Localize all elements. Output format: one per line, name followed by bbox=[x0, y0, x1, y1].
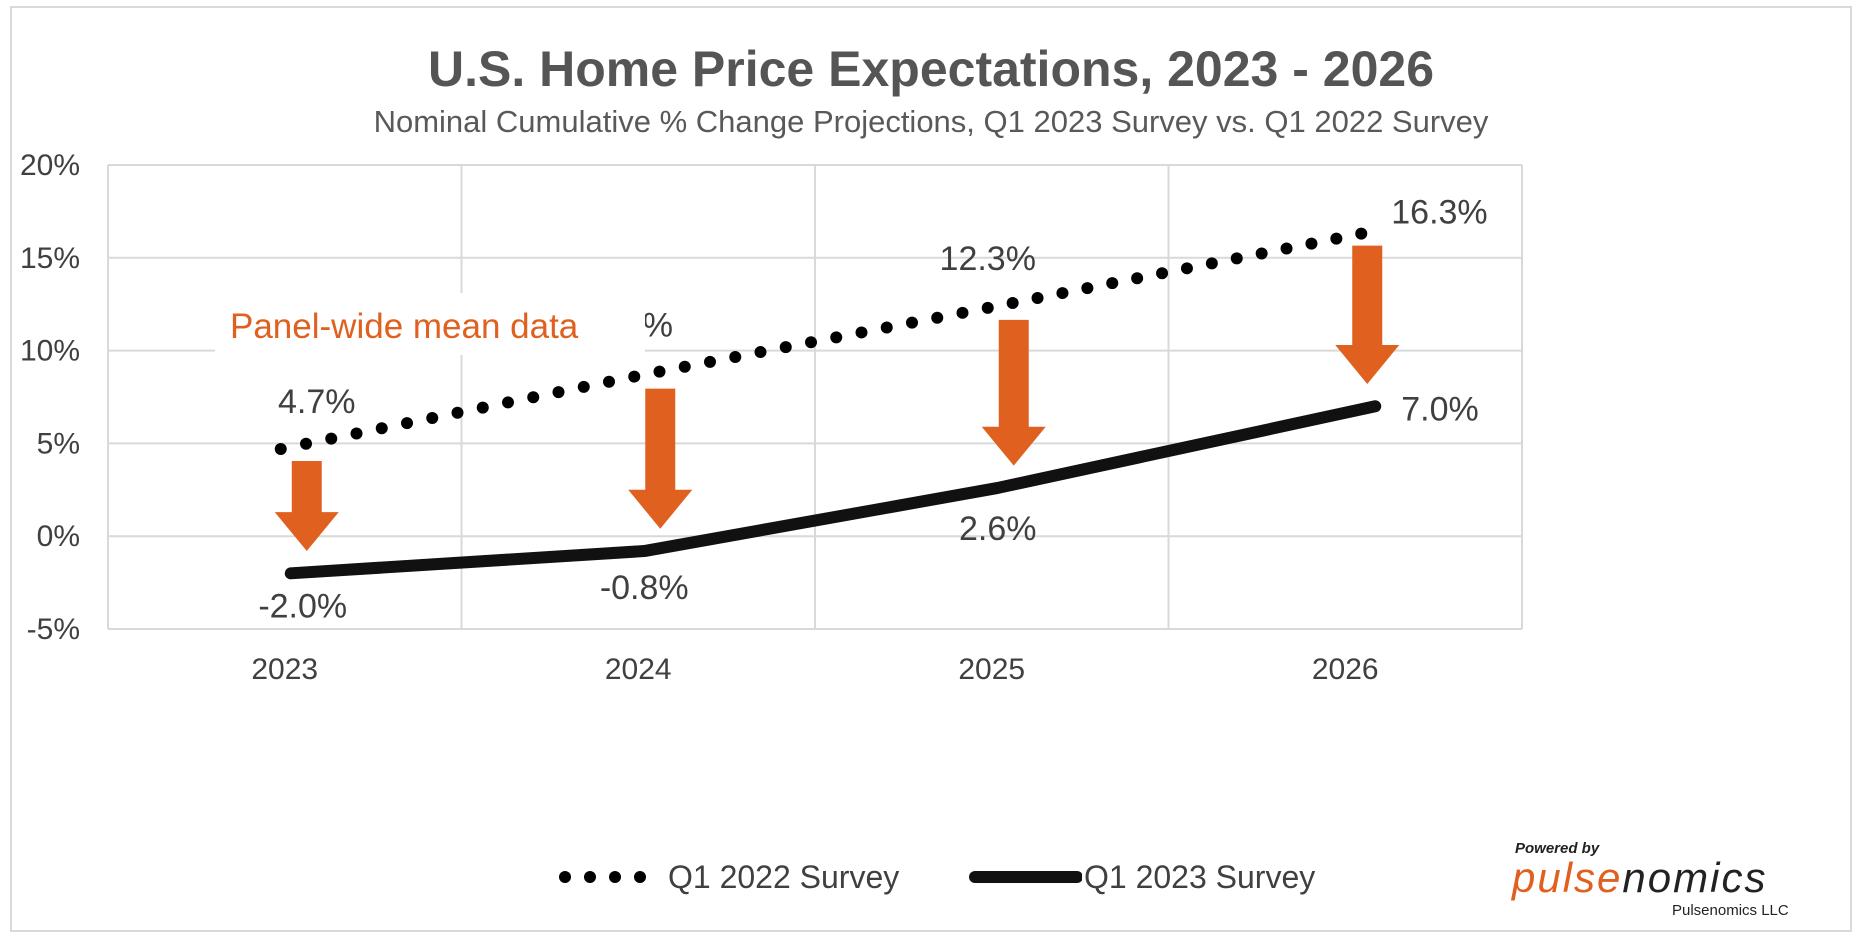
series-q1-2022-dot bbox=[1205, 257, 1218, 270]
series-q1-2022-dot bbox=[300, 437, 312, 450]
series-q1-2022-dot bbox=[628, 370, 641, 383]
data-label-q1-2023: -2.0% bbox=[258, 587, 347, 625]
series-q1-2022-dot bbox=[855, 326, 868, 339]
legend-swatch-dotted bbox=[559, 871, 646, 883]
change-arrow bbox=[628, 388, 693, 529]
series-q1-2022-dot bbox=[880, 321, 893, 334]
pulsenomics-logo: Powered by pulsenomics Pulsenomics LLC bbox=[1498, 840, 1798, 920]
series-q1-2022-dot bbox=[678, 360, 691, 373]
legend-label-q1-2022: Q1 2022 Survey bbox=[668, 858, 900, 895]
logo-word-part1: pulse bbox=[1512, 854, 1623, 901]
data-label-q1-2023: 7.0% bbox=[1401, 390, 1479, 428]
series-q1-2022-dot bbox=[1106, 277, 1119, 290]
legend-item-q1-2022: Q1 2022 Survey bbox=[555, 852, 899, 902]
chart-title: U.S. Home Price Expectations, 2023 - 202… bbox=[427, 41, 1435, 97]
series-q1-2022-dot bbox=[1081, 282, 1094, 295]
series-q1-2022-dot bbox=[552, 386, 565, 399]
data-label-q1-2022: 16.3% bbox=[1391, 194, 1487, 232]
x-tick-label: 2026 bbox=[1312, 653, 1379, 686]
legend-item-q1-2023: Q1 2023 Survey bbox=[967, 852, 1315, 902]
x-tick-label: 2024 bbox=[605, 653, 672, 686]
y-tick-label: 5% bbox=[37, 427, 80, 460]
annotation-background bbox=[215, 293, 645, 355]
series-q1-2022-dot bbox=[830, 331, 843, 344]
x-tick-label: 2023 bbox=[251, 653, 318, 686]
series-q1-2022-dot bbox=[401, 417, 413, 430]
y-tick-label: 10% bbox=[20, 335, 80, 368]
series-q1-2022-dot bbox=[476, 401, 489, 414]
series-q1-2022-dot bbox=[325, 432, 338, 445]
series-q1-2022-dot bbox=[1305, 237, 1318, 250]
series-q1-2022-dot bbox=[1355, 227, 1368, 240]
y-tick-label: 15% bbox=[20, 242, 80, 275]
series-q1-2022-dot bbox=[527, 391, 540, 404]
chart-subtitle: Nominal Cumulative % Change Projections,… bbox=[373, 104, 1489, 139]
series-q1-2022-dot bbox=[274, 442, 287, 455]
logo-powered-by: Powered by bbox=[1515, 840, 1600, 857]
series-q1-2022-dot bbox=[577, 380, 590, 393]
logo-word-part2: nomics bbox=[1622, 854, 1768, 901]
data-label-q1-2023: 2.6% bbox=[959, 510, 1037, 548]
y-tick-label: 0% bbox=[37, 520, 80, 553]
data-label-q1-2022: 12.3% bbox=[940, 240, 1036, 278]
series-q1-2022-dot bbox=[603, 375, 615, 388]
series-q1-2022-line bbox=[274, 227, 1368, 455]
change-arrow bbox=[274, 460, 339, 552]
annotation-text: Panel-wide mean data bbox=[230, 307, 579, 346]
data-label-q1-2022: 4.7% bbox=[278, 383, 356, 421]
series-q1-2022-dot bbox=[805, 336, 817, 349]
series-q1-2022-dot bbox=[931, 311, 944, 324]
series-q1-2022-dot bbox=[1280, 242, 1293, 255]
series-q1-2022-dot bbox=[1180, 262, 1193, 275]
y-tick-label: -5% bbox=[27, 613, 80, 646]
series-q1-2022-dot bbox=[350, 427, 363, 440]
legend-label-q1-2023: Q1 2023 Survey bbox=[1084, 858, 1316, 895]
y-tick-label: 20% bbox=[20, 149, 80, 182]
series-q1-2022-dot bbox=[704, 355, 716, 368]
series-q1-2023-line bbox=[284, 400, 1382, 580]
series-q1-2022-dot bbox=[1330, 232, 1343, 245]
logo-company: Pulsenomics LLC bbox=[1672, 902, 1789, 919]
series-q1-2022-dot bbox=[1230, 252, 1243, 265]
data-label-q1-2023: -0.8% bbox=[600, 569, 689, 607]
series-q1-2022-dot bbox=[729, 350, 742, 363]
series-q1-2022-dot bbox=[653, 365, 666, 378]
series-q1-2022-dot bbox=[451, 406, 464, 419]
series-q1-2022-dot bbox=[1056, 287, 1069, 300]
series-q1-2022-dot bbox=[956, 306, 969, 319]
series-q1-2022-dot bbox=[754, 346, 767, 359]
logo-wordmark: pulsenomics bbox=[1512, 854, 1767, 902]
series-q1-2022-dot bbox=[1031, 292, 1044, 305]
change-arrow bbox=[981, 319, 1046, 466]
series-q1-2022-dot bbox=[906, 316, 918, 329]
legend-swatch-solid bbox=[969, 871, 1082, 883]
series-q1-2022-dot bbox=[1255, 247, 1268, 260]
series-q1-2022-dot bbox=[1006, 296, 1019, 309]
x-tick-label: 2025 bbox=[958, 653, 1025, 686]
series-q1-2022-dot bbox=[375, 422, 388, 435]
series-q1-2022-dot bbox=[426, 411, 439, 424]
series-q1-2022-dot bbox=[1156, 267, 1169, 280]
change-arrow bbox=[1335, 245, 1400, 385]
series-q1-2022-dot bbox=[1131, 272, 1144, 285]
series-q1-2022-dot bbox=[502, 396, 514, 409]
series-q1-2022-dot bbox=[981, 301, 994, 314]
series-q1-2022-dot bbox=[779, 341, 792, 354]
